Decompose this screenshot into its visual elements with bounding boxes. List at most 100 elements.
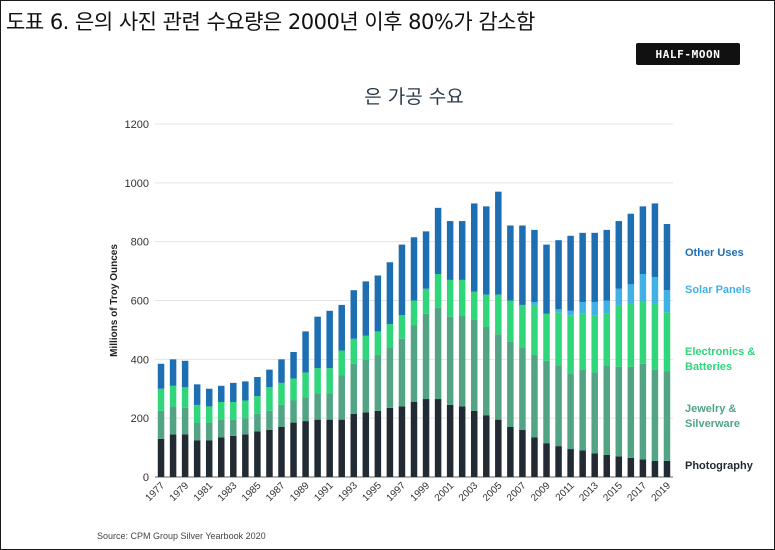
bar-other-1978 bbox=[169, 359, 177, 386]
bar-photography-2005 bbox=[495, 419, 502, 477]
bar-photography-1998 bbox=[410, 401, 418, 477]
bar-jewelry-2010 bbox=[555, 365, 562, 447]
bar-electronics-1980 bbox=[193, 404, 201, 423]
x-tick-label: 1999 bbox=[409, 480, 433, 504]
bar-other-1986 bbox=[266, 369, 273, 388]
bar-electronics-1986 bbox=[266, 387, 273, 411]
bar-jewelry-2006 bbox=[507, 341, 514, 427]
bar-other-2014 bbox=[603, 229, 610, 301]
bar-electronics-2018 bbox=[651, 303, 659, 370]
bar-jewelry-1984 bbox=[242, 418, 249, 435]
bar-solar-2018 bbox=[651, 276, 659, 304]
bar-electronics-1985 bbox=[254, 396, 261, 414]
bar-electronics-2001 bbox=[446, 279, 454, 317]
bar-photography-1995 bbox=[374, 410, 382, 477]
x-tick-label: 1989 bbox=[288, 480, 312, 504]
figure-title: 도표 6. 은의 사진 관련 수요량은 2000년 이후 80%가 감소함 bbox=[6, 10, 535, 34]
bar-other-1998 bbox=[410, 237, 418, 301]
bar-jewelry-1992 bbox=[338, 375, 345, 420]
bar-electronics-1977 bbox=[157, 388, 165, 411]
bar-photography-2007 bbox=[519, 429, 526, 477]
bar-photography-2002 bbox=[458, 406, 466, 477]
y-tick-label: 600 bbox=[131, 296, 149, 308]
x-tick-label: 2011 bbox=[554, 480, 577, 503]
bar-jewelry-1979 bbox=[181, 407, 189, 435]
bar-electronics-1994 bbox=[362, 335, 370, 360]
bar-jewelry-2018 bbox=[651, 369, 659, 461]
bar-other-1982 bbox=[218, 385, 225, 402]
bar-solar-2014 bbox=[603, 300, 610, 314]
bar-jewelry-2014 bbox=[603, 365, 610, 455]
bar-photography-2013 bbox=[591, 453, 598, 477]
bar-other-2003 bbox=[470, 203, 478, 292]
bar-jewelry-1994 bbox=[362, 359, 370, 413]
bar-photography-1994 bbox=[362, 412, 370, 477]
bar-photography-1978 bbox=[169, 434, 177, 477]
bar-jewelry-1993 bbox=[350, 363, 358, 414]
bar-electronics-1992 bbox=[338, 350, 345, 376]
x-tick-label: 1983 bbox=[216, 480, 240, 504]
bar-photography-1979 bbox=[181, 434, 189, 477]
bar-photography-2009 bbox=[543, 443, 550, 477]
y-axis-label: Millions of Troy Ounces bbox=[109, 244, 120, 357]
bar-solar-2017 bbox=[639, 274, 647, 302]
bar-photography-2015 bbox=[615, 456, 623, 477]
x-tick-label: 1979 bbox=[168, 480, 192, 504]
bar-photography-2017 bbox=[639, 459, 647, 477]
bar-electronics-1984 bbox=[242, 400, 249, 419]
bar-other-2008 bbox=[531, 229, 538, 302]
bar-solar-2012 bbox=[579, 301, 586, 314]
bar-jewelry-1988 bbox=[290, 400, 297, 423]
bar-photography-2011 bbox=[567, 449, 574, 477]
bar-other-1977 bbox=[157, 363, 165, 389]
bar-electronics-2017 bbox=[639, 301, 647, 364]
x-tick-label: 1985 bbox=[240, 480, 264, 504]
bar-jewelry-1983 bbox=[230, 419, 237, 436]
bar-photography-1977 bbox=[157, 438, 165, 477]
bar-electronics-2012 bbox=[579, 313, 586, 370]
bar-jewelry-1986 bbox=[266, 410, 273, 430]
bar-electronics-1990 bbox=[314, 368, 321, 394]
bar-solar-2013 bbox=[591, 301, 598, 316]
bar-electronics-2013 bbox=[591, 315, 598, 373]
bar-other-2005 bbox=[495, 191, 502, 295]
bar-electronics-2002 bbox=[458, 279, 466, 316]
bar-electronics-1983 bbox=[230, 401, 237, 420]
x-tick-label: 1993 bbox=[336, 480, 360, 504]
bar-other-1994 bbox=[362, 281, 370, 336]
bar-jewelry-2019 bbox=[663, 371, 671, 461]
x-tick-label: 2015 bbox=[601, 480, 625, 504]
bar-jewelry-2015 bbox=[615, 366, 623, 457]
x-tick-label: 1991 bbox=[312, 480, 336, 504]
bar-photography-1980 bbox=[193, 440, 201, 477]
y-tick-label: 400 bbox=[131, 354, 149, 366]
bar-electronics-2009 bbox=[543, 313, 550, 361]
bar-other-2016 bbox=[627, 213, 635, 285]
bar-jewelry-2017 bbox=[639, 363, 647, 460]
bar-electronics-1989 bbox=[302, 372, 309, 398]
bar-photography-2012 bbox=[579, 450, 586, 477]
bar-other-2018 bbox=[651, 203, 659, 277]
bar-other-2017 bbox=[639, 206, 647, 275]
bar-jewelry-1996 bbox=[386, 347, 394, 408]
bar-photography-2019 bbox=[663, 460, 671, 477]
y-tick-label: 1000 bbox=[125, 178, 149, 190]
bar-photography-2014 bbox=[603, 454, 610, 477]
bar-photography-1983 bbox=[230, 435, 237, 477]
bar-photography-1999 bbox=[422, 399, 430, 477]
bar-jewelry-1982 bbox=[218, 419, 225, 438]
bar-photography-1986 bbox=[266, 429, 273, 477]
bar-jewelry-1990 bbox=[314, 393, 321, 420]
bar-electronics-2010 bbox=[555, 312, 562, 366]
bar-electronics-1998 bbox=[410, 300, 418, 326]
bar-other-2015 bbox=[615, 221, 623, 289]
bar-jewelry-2012 bbox=[579, 369, 586, 451]
bar-electronics-1979 bbox=[181, 387, 189, 408]
bar-photography-2016 bbox=[627, 457, 635, 477]
bar-other-2007 bbox=[519, 225, 526, 305]
bar-photography-1993 bbox=[350, 413, 358, 477]
bar-other-2019 bbox=[663, 224, 671, 291]
bar-other-1980 bbox=[193, 384, 201, 405]
bar-electronics-2006 bbox=[507, 300, 514, 342]
bar-other-1985 bbox=[254, 376, 261, 397]
